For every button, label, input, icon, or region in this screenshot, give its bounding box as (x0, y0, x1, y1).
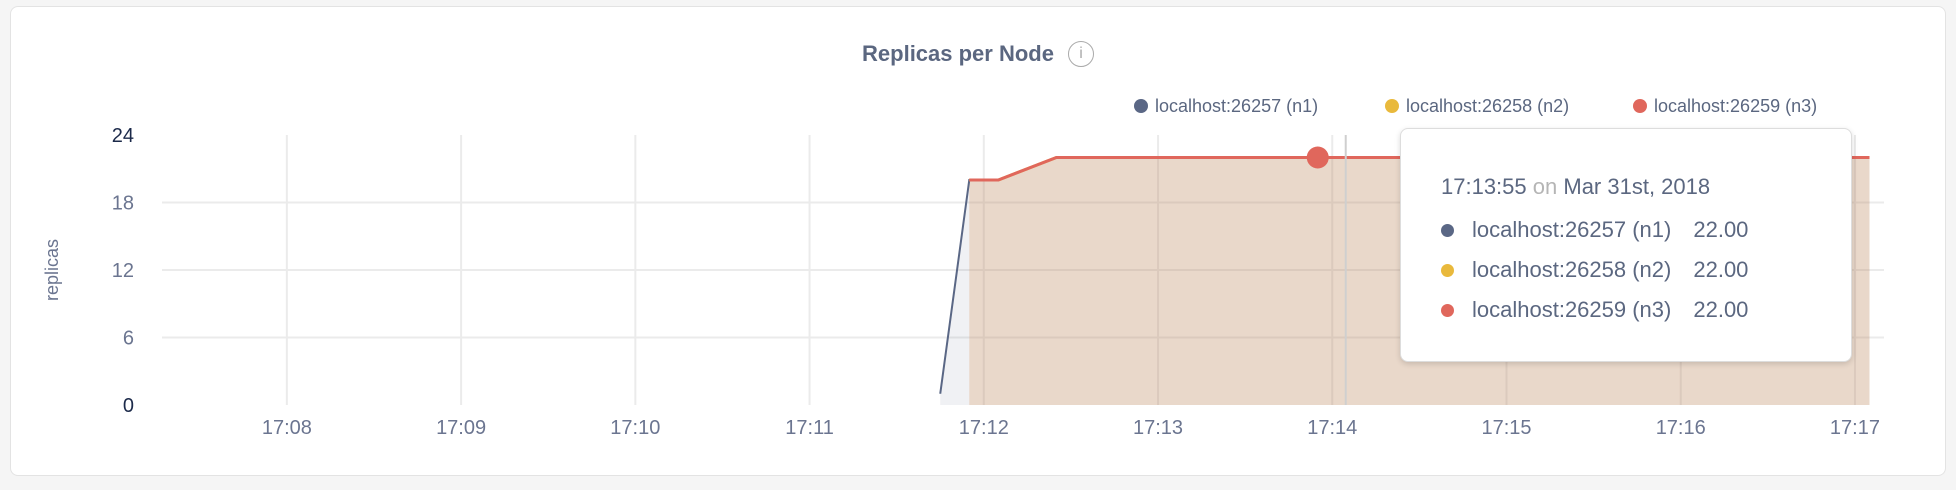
tooltip-header: 17:13:55 on Mar 31st, 2018 (1441, 174, 1710, 200)
legend-dot-icon (1633, 99, 1647, 113)
legend-label: localhost:26258 (n2) (1406, 96, 1569, 116)
x-tick-label: 17:15 (1481, 417, 1531, 439)
tooltip-label: localhost:26259 (n3) (1472, 297, 1672, 322)
tooltip-value: 22.00 (1693, 257, 1749, 282)
tooltip-label: localhost:26258 (n2) (1472, 257, 1672, 282)
tooltip-time: 17:13:55 (1441, 174, 1527, 199)
y-tick-label: 24 (112, 125, 134, 147)
x-tick-label: 17:10 (610, 417, 660, 439)
tooltip-row-n1: localhost:26257 (n1) 22.00 (1441, 217, 1748, 243)
hover-point (1306, 146, 1329, 169)
x-tick-label: 17:12 (959, 417, 1009, 439)
y-axis-label: replicas (42, 239, 62, 301)
x-tick-label: 17:17 (1830, 417, 1880, 439)
series-dot-icon (1441, 303, 1454, 317)
chart-title-row: Replicas per Node i (0, 40, 1956, 68)
tooltip-label: localhost:26257 (n1) (1472, 217, 1672, 242)
x-tick-label: 17:09 (436, 417, 486, 439)
tooltip-row-n3: localhost:26259 (n3) 22.00 (1441, 297, 1748, 323)
legend-label: localhost:26257 (n1) (1155, 96, 1318, 116)
legend-dot-icon (1385, 99, 1399, 113)
tooltip-value: 22.00 (1693, 297, 1749, 322)
y-tick-label: 18 (112, 193, 134, 215)
chart-title: Replicas per Node (862, 41, 1054, 67)
x-tick-label: 17:11 (785, 417, 834, 439)
info-icon[interactable]: i (1067, 41, 1094, 68)
y-tick-label: 0 (123, 395, 134, 417)
x-tick-label: 17:13 (1133, 417, 1183, 439)
hover-tooltip: 17:13:55 on Mar 31st, 2018 localhost:262… (1400, 128, 1852, 362)
legend-item-1: localhost:26257 (n1) (1134, 96, 1318, 116)
tooltip-on: on (1532, 174, 1558, 199)
x-tick-label: 17:14 (1307, 417, 1357, 439)
legend-item-2: localhost:26258 (n2) (1385, 96, 1569, 116)
legend-item-3: localhost:26259 (n3) (1633, 96, 1817, 116)
x-tick-label: 17:08 (262, 417, 312, 439)
tooltip-date: Mar 31st, 2018 (1563, 174, 1711, 199)
series-dot-icon (1441, 263, 1454, 277)
series-dot-icon (1441, 223, 1454, 237)
tooltip-value: 22.00 (1693, 217, 1749, 242)
tooltip-row-n2: localhost:26258 (n2) 22.00 (1441, 257, 1748, 283)
y-tick-label: 12 (112, 260, 134, 282)
x-tick-label: 17:16 (1656, 417, 1706, 439)
y-tick-label: 6 (123, 328, 134, 350)
legend-dot-icon (1134, 99, 1148, 113)
legend-label: localhost:26259 (n3) (1654, 96, 1817, 116)
